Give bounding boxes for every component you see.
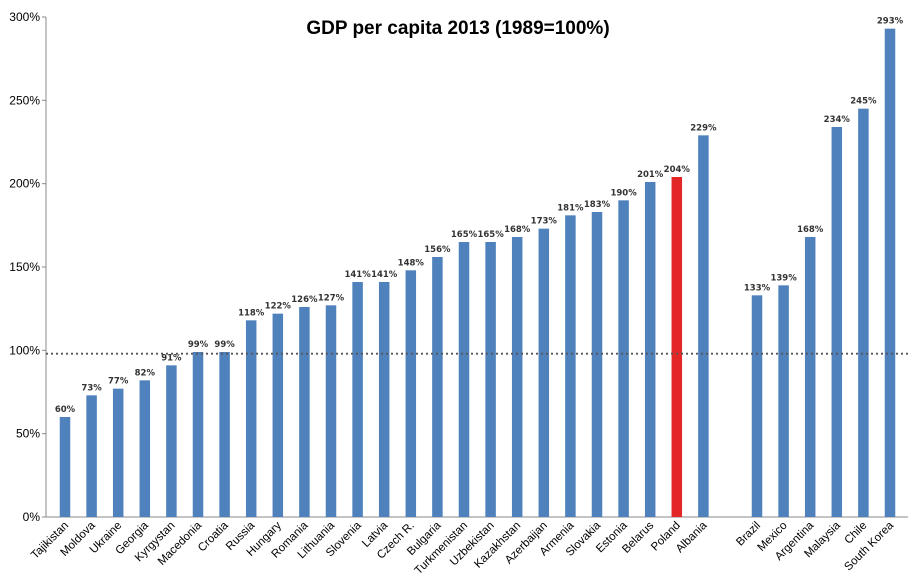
- data-label-tajikistan: 60%: [55, 405, 76, 415]
- bar-russia: [245, 320, 257, 517]
- data-label-belarus: 201%: [637, 170, 664, 180]
- data-label-slovakia: 183%: [584, 200, 611, 210]
- data-label-malaysia: 234%: [824, 115, 851, 125]
- y-tick-label: 300%: [9, 10, 40, 24]
- bar-poland: [671, 177, 683, 517]
- bar-czech-r: [405, 270, 417, 517]
- data-label-macedonia: 99%: [188, 340, 209, 350]
- bar-tajikistan: [59, 417, 71, 517]
- bar-kazakhstan: [511, 237, 523, 517]
- y-tick-label: 250%: [9, 93, 40, 107]
- data-label-bulgaria: 156%: [424, 245, 451, 255]
- data-labels-group: 60% 73% 77% 82% 91% 99% 99% 118%122%126% 127% 141…: [55, 17, 904, 415]
- bar-latvia: [378, 282, 390, 517]
- bar-slovakia: [591, 212, 603, 517]
- data-label-ukraine: 77%: [108, 377, 129, 387]
- x-tick-labels-group: TajikistanMoldovaUkraineGeorgiaKyrgystan…: [29, 519, 896, 577]
- data-label-georgia: 82%: [135, 368, 156, 378]
- data-label-poland: 204%: [664, 165, 691, 175]
- data-label-argentina: 168%: [797, 225, 824, 235]
- bar-croatia: [219, 352, 230, 517]
- bar-lithuania: [325, 305, 337, 517]
- data-label-estonia: 190%: [610, 188, 637, 198]
- bar-georgia: [139, 380, 151, 517]
- data-label-mexico: 139%: [770, 273, 797, 283]
- y-tick-label: 150%: [9, 260, 40, 274]
- bar-chile: [858, 108, 869, 518]
- bar-mexico: [778, 285, 789, 517]
- bar-azerbaijan: [538, 228, 550, 517]
- bar-bulgaria: [432, 257, 443, 517]
- bar-romania: [299, 307, 310, 517]
- data-label-kazakhstan: 168%: [504, 225, 531, 235]
- bar-uzbekistan: [485, 242, 496, 517]
- bar-turkmenistan: [458, 242, 470, 517]
- bar-macedonia: [192, 352, 204, 517]
- y-tick-label: 50%: [16, 427, 40, 441]
- data-label-croatia: 99%: [214, 340, 235, 350]
- bar-hungary: [272, 313, 284, 517]
- y-axis: 0% 50% 100% 150% 200% 250% 300%: [9, 10, 908, 524]
- bar-argentina: [804, 237, 816, 517]
- bar-malaysia: [831, 127, 843, 517]
- bar-moldova: [86, 395, 97, 517]
- data-label-russia: 118%: [238, 308, 265, 318]
- data-label-brazil: 133%: [744, 283, 771, 293]
- data-label-chile: 245%: [850, 97, 877, 107]
- data-label-armenia: 181%: [557, 203, 584, 213]
- data-label-hungary: 122%: [265, 302, 292, 312]
- bar-kyrgystan: [166, 365, 177, 517]
- data-label-south-korea: 293%: [877, 17, 904, 27]
- data-label-turkmenistan: 165%: [451, 230, 478, 240]
- y-tick-label: 200%: [9, 177, 40, 191]
- bar-south-korea: [884, 28, 896, 518]
- data-label-azerbaijan: 173%: [531, 217, 558, 227]
- data-label-lithuania: 127%: [318, 293, 345, 303]
- chart-title: GDP per capita 2013 (1989=100%): [306, 18, 609, 39]
- bar-slovenia: [352, 282, 363, 517]
- data-label-czech-r: 148%: [398, 258, 425, 268]
- data-label-kyrgystan: 91%: [161, 353, 182, 363]
- data-label-latvia: 141%: [371, 270, 398, 280]
- y-tick-label: 0%: [23, 510, 41, 524]
- bar-estonia: [618, 200, 629, 518]
- bar-belarus: [644, 182, 656, 517]
- bar-brazil: [751, 295, 763, 517]
- bars-group: [59, 28, 896, 518]
- bar-albania: [698, 135, 709, 518]
- data-label-albania: 229%: [690, 123, 717, 133]
- bar-armenia: [565, 215, 576, 518]
- data-label-moldova: 73%: [81, 383, 102, 393]
- y-tick-label: 100%: [9, 343, 40, 357]
- data-label-uzbekistan: 165%: [477, 230, 504, 240]
- x-tick-label-croatia: Croatia: [196, 519, 231, 554]
- data-label-romania: 126%: [291, 295, 318, 305]
- bar-ukraine: [112, 388, 124, 517]
- data-label-slovenia: 141%: [344, 270, 371, 280]
